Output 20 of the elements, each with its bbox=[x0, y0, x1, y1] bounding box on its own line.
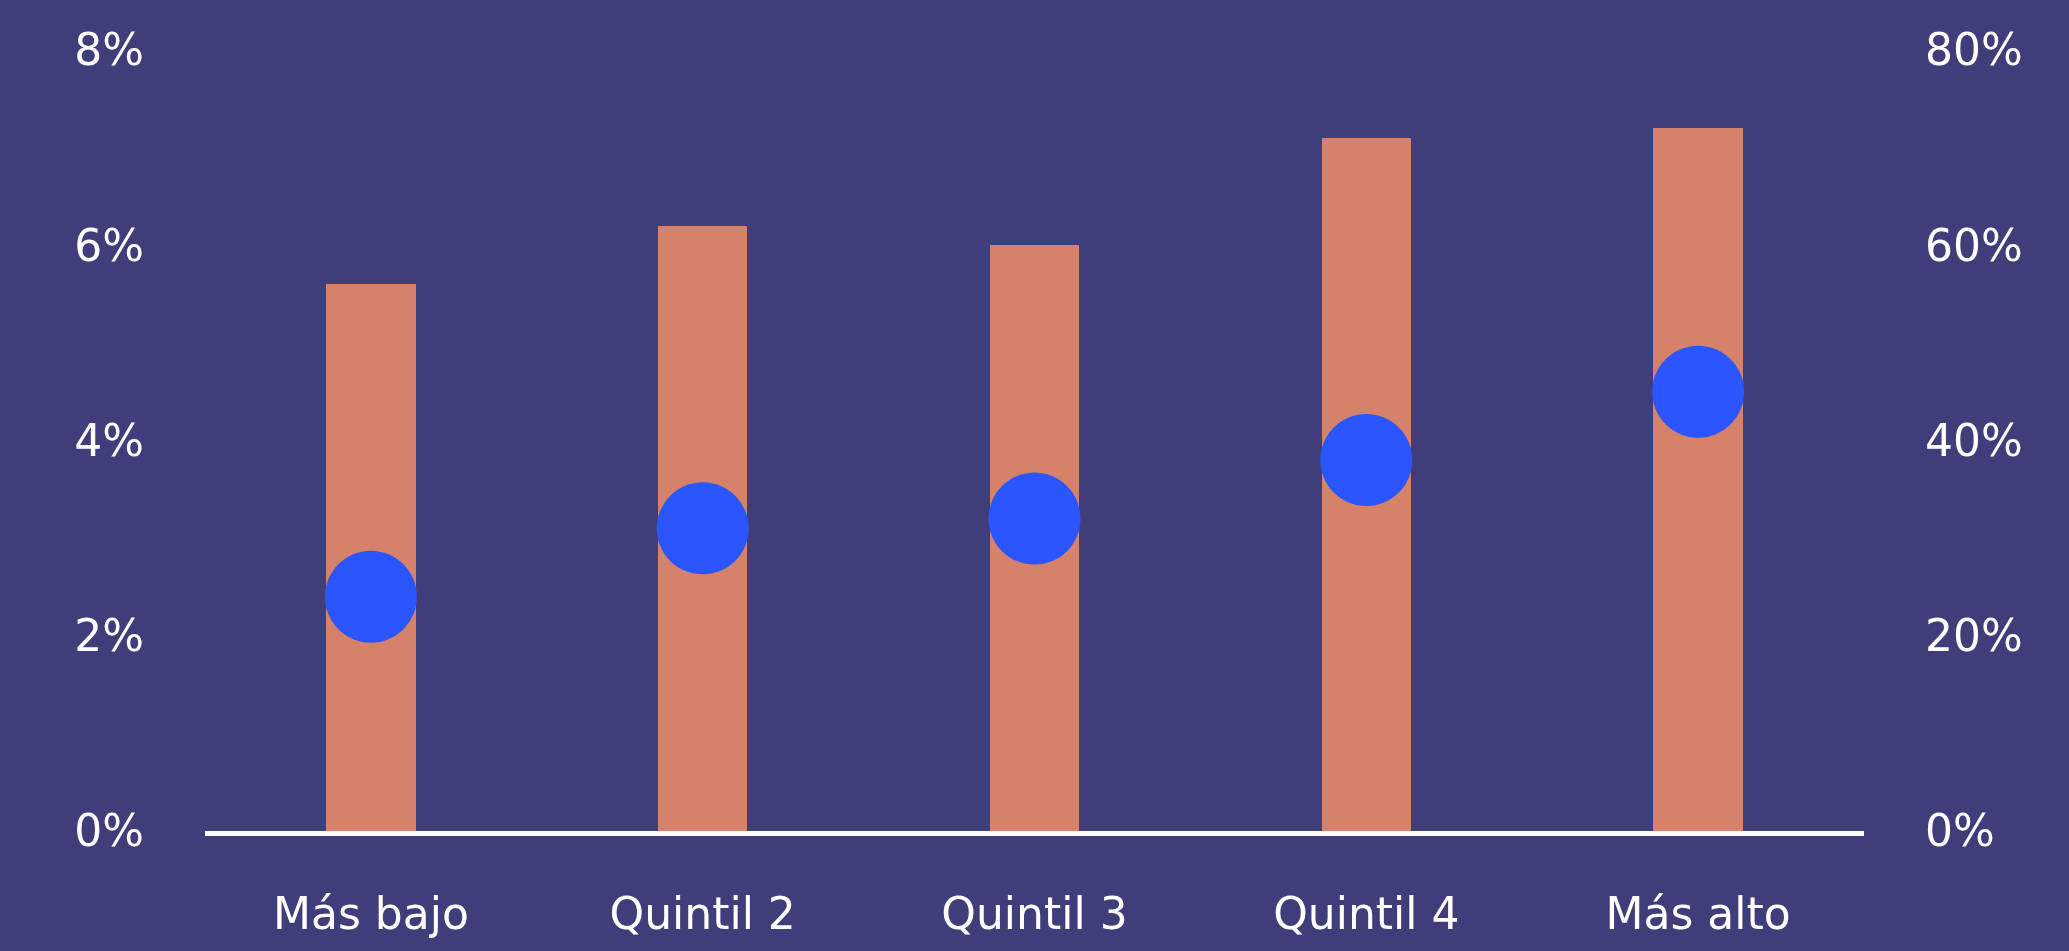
y-tick-label: 8% bbox=[74, 24, 144, 76]
x-tick-label: Más bajo bbox=[272, 887, 469, 939]
point bbox=[988, 472, 1081, 565]
point bbox=[324, 550, 417, 643]
y-tick-label: 4% bbox=[74, 414, 144, 466]
point bbox=[656, 482, 749, 575]
y-tick-label: 6% bbox=[74, 219, 144, 271]
y2-tick-label: 80% bbox=[1925, 24, 2023, 76]
x-tick-label: Quintil 4 bbox=[1273, 887, 1460, 939]
x-tick-label: Quintil 2 bbox=[609, 887, 796, 939]
y2-tick-label: 0% bbox=[1925, 805, 1995, 857]
y-tick-label: 0% bbox=[74, 805, 144, 857]
y2-tick-label: 40% bbox=[1925, 414, 2023, 466]
point bbox=[1320, 414, 1413, 506]
y2-tick-label: 20% bbox=[1925, 610, 2023, 662]
x-tick-label: Más alto bbox=[1605, 887, 1791, 939]
point bbox=[1652, 345, 1745, 438]
x-tick-label: Quintil 3 bbox=[941, 887, 1128, 939]
y-tick-label: 2% bbox=[74, 610, 144, 662]
y2-tick-label: 60% bbox=[1925, 219, 2023, 271]
